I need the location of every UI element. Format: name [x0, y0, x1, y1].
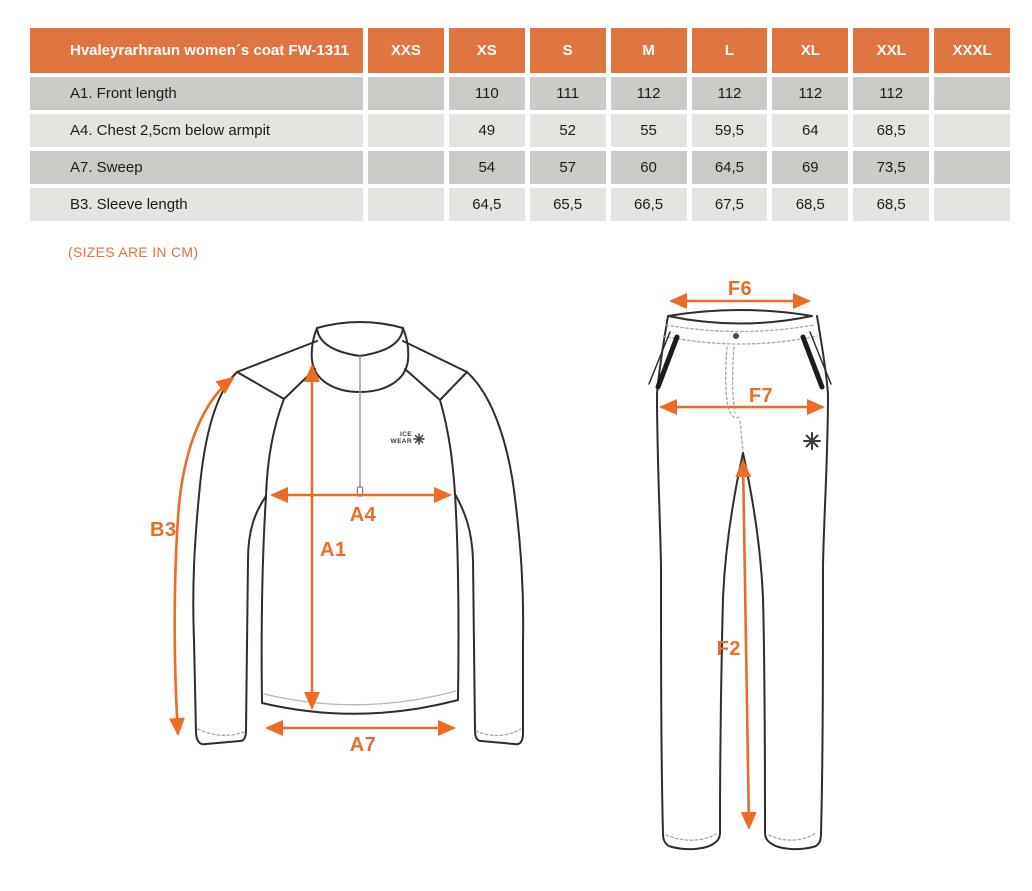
value-cell: 54	[448, 151, 525, 184]
pants-measurements: F6 F7 F2	[659, 278, 825, 830]
value-cell: 49	[448, 114, 525, 147]
value-cell	[934, 188, 1010, 221]
value-cell	[368, 188, 444, 221]
pants-outline	[648, 309, 832, 851]
a7-label: A7	[350, 734, 377, 756]
value-cell	[368, 151, 444, 184]
size-header-xxs: XXS	[368, 28, 444, 73]
row-label-front-length: A1. Front length	[30, 77, 363, 110]
value-cell: 59,5	[691, 114, 768, 147]
icewear-logo: ICE WEAR	[391, 431, 425, 445]
value-cell: 112	[772, 77, 849, 110]
value-cell: 64,5	[448, 188, 525, 221]
pants-measurement-diagram: F6 F7 F2	[648, 278, 832, 851]
value-cell: 65,5	[529, 188, 606, 221]
jacket-measurements: B3 A4 A1 A7	[150, 364, 456, 756]
logo-line1: ICE	[400, 431, 412, 438]
value-cell	[368, 114, 444, 147]
pants-snowflake-icon	[803, 432, 821, 450]
row-label-sleeve-length: B3. Sleeve length	[30, 188, 363, 221]
waist-button	[733, 333, 739, 339]
value-cell: 68,5	[772, 188, 849, 221]
size-header-xxxl: XXXL	[934, 28, 1010, 73]
value-cell	[934, 77, 1010, 110]
value-cell	[934, 114, 1010, 147]
value-cell: 55	[610, 114, 687, 147]
value-cell: 73,5	[853, 151, 930, 184]
a4-label: A4	[350, 504, 377, 526]
sizes-unit-note: (SIZES ARE IN CM)	[68, 244, 199, 260]
size-header-m: M	[610, 28, 687, 73]
value-cell: 60	[610, 151, 687, 184]
value-cell: 111	[529, 77, 606, 110]
value-cell	[934, 151, 1010, 184]
size-table: Hvaleyrarhraun women´s coat FW-1311 XXS …	[30, 28, 1010, 221]
value-cell	[368, 77, 444, 110]
logo-snowflake-icon	[413, 433, 425, 445]
value-cell: 69	[772, 151, 849, 184]
value-cell: 110	[448, 77, 525, 110]
value-cell: 67,5	[691, 188, 768, 221]
size-header-xl: XL	[772, 28, 849, 73]
value-cell: 52	[529, 114, 606, 147]
size-header-xxl: XXL	[853, 28, 930, 73]
f2-inseam-arrow	[735, 459, 757, 830]
jacket-outline	[192, 321, 525, 746]
a1-label: A1	[320, 539, 347, 561]
value-cell: 64,5	[691, 151, 768, 184]
table-title: Hvaleyrarhraun women´s coat FW-1311	[30, 28, 363, 73]
b3-label: B3	[150, 519, 177, 541]
value-cell: 112	[691, 77, 768, 110]
row-label-sweep: A7. Sweep	[30, 151, 363, 184]
f2-label: F2	[717, 638, 741, 660]
value-cell: 68,5	[853, 114, 930, 147]
value-cell: 57	[529, 151, 606, 184]
value-cell: 66,5	[610, 188, 687, 221]
jacket-measurement-diagram: ICE WEAR B3 A4 A1 A7	[150, 321, 525, 756]
b3-sleeve-arrow	[169, 376, 235, 736]
size-header-xs: XS	[448, 28, 525, 73]
logo-line2: WEAR	[391, 438, 412, 445]
size-header-l: L	[691, 28, 768, 73]
f7-label: F7	[749, 385, 773, 407]
row-label-chest: A4. Chest 2,5cm below armpit	[30, 114, 363, 147]
value-cell: 112	[610, 77, 687, 110]
value-cell: 68,5	[853, 188, 930, 221]
value-cell: 112	[853, 77, 930, 110]
size-header-s: S	[529, 28, 606, 73]
f6-label: F6	[728, 278, 752, 300]
value-cell: 64	[772, 114, 849, 147]
